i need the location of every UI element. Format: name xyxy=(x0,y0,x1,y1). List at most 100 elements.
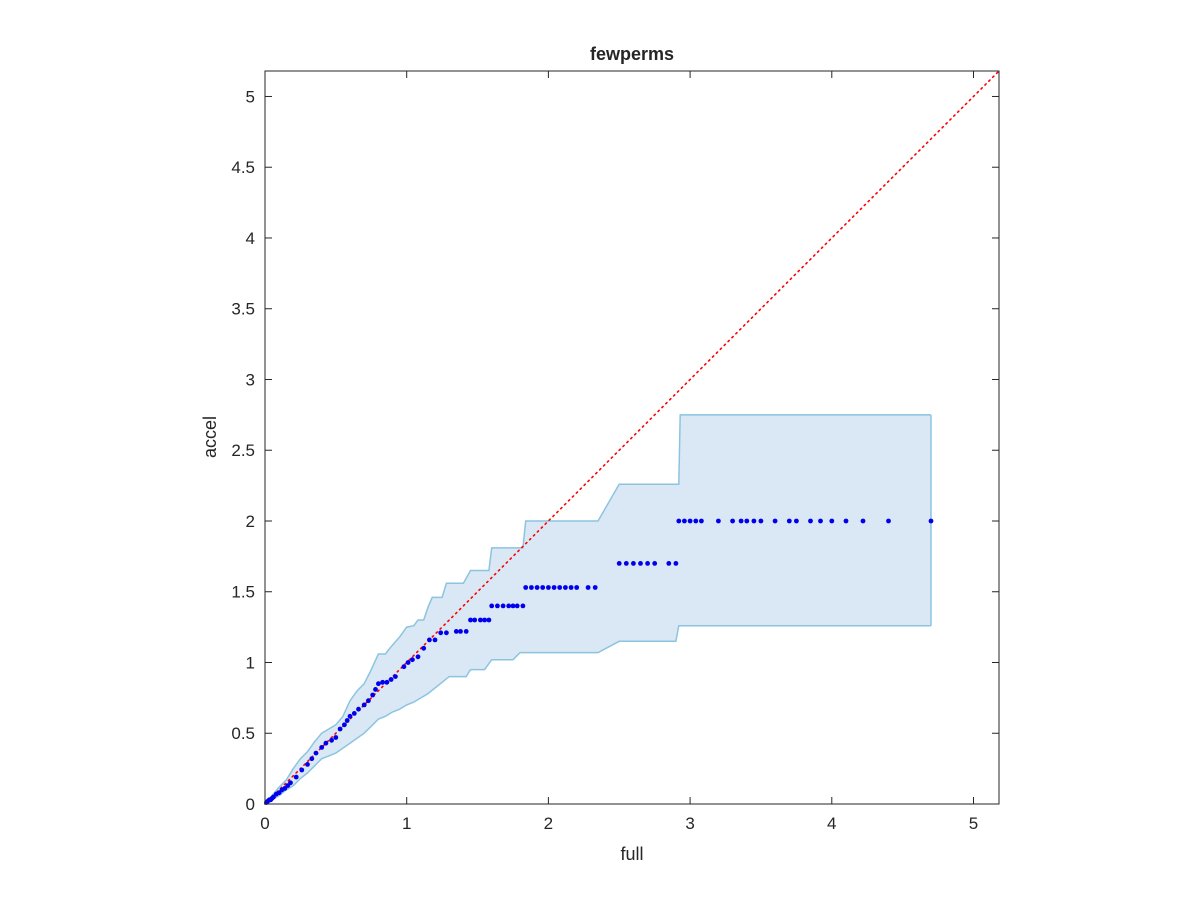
data-point xyxy=(808,518,813,524)
data-point xyxy=(478,617,483,623)
data-point xyxy=(489,603,495,609)
data-point xyxy=(616,561,622,566)
data-point xyxy=(631,561,636,566)
data-point xyxy=(313,750,319,756)
band-lower-edge xyxy=(264,624,931,805)
data-point xyxy=(393,674,398,679)
y-tick-label: 5 xyxy=(246,87,255,106)
data-point xyxy=(510,603,516,609)
data-point xyxy=(514,603,520,609)
data-point xyxy=(860,518,866,524)
data-point xyxy=(337,726,343,732)
data-point xyxy=(347,713,353,719)
x-tick-label: 0 xyxy=(260,814,269,833)
reference-line xyxy=(264,70,1000,805)
data-point xyxy=(344,718,350,723)
data-point xyxy=(520,603,526,609)
data-point xyxy=(693,518,699,524)
data-point xyxy=(540,585,546,590)
data-point xyxy=(843,518,849,524)
data-point xyxy=(676,518,682,524)
data-point xyxy=(687,518,693,524)
data-points xyxy=(264,518,934,805)
data-point xyxy=(356,706,361,712)
data-point xyxy=(432,637,438,643)
band-upper-edge xyxy=(264,414,931,805)
x-tick-label: 1 xyxy=(402,814,411,833)
data-point xyxy=(551,585,557,590)
data-point xyxy=(682,518,687,524)
data-point xyxy=(829,518,835,524)
data-point xyxy=(557,585,563,590)
y-tick-label: 0 xyxy=(246,795,255,814)
data-point xyxy=(342,722,347,728)
data-point xyxy=(319,745,325,750)
x-tick-label: 2 xyxy=(544,814,553,833)
chart-title: fewperms xyxy=(590,44,674,64)
data-point xyxy=(818,518,823,524)
data-point xyxy=(351,711,357,716)
data-point xyxy=(453,629,459,634)
data-point xyxy=(928,518,934,524)
y-axis-label: accel xyxy=(200,416,220,458)
data-point xyxy=(529,585,534,590)
y-tick-label: 4.5 xyxy=(231,158,255,177)
data-point xyxy=(468,617,473,623)
data-point xyxy=(546,585,551,590)
data-point xyxy=(463,629,469,634)
data-point xyxy=(623,561,629,566)
data-point xyxy=(574,585,580,590)
data-point xyxy=(738,518,744,524)
band-fill xyxy=(265,414,931,804)
data-point xyxy=(751,518,757,524)
y-tick-label: 2 xyxy=(246,512,255,531)
data-point xyxy=(673,561,679,566)
x-tick-label: 5 xyxy=(969,814,978,833)
identity-line xyxy=(264,70,1000,805)
data-point xyxy=(373,687,378,692)
data-point xyxy=(744,518,750,524)
data-point xyxy=(288,780,293,786)
y-tick-label: 1 xyxy=(246,653,255,672)
data-point xyxy=(886,518,891,524)
data-point xyxy=(758,518,764,524)
data-point xyxy=(500,603,506,609)
data-point xyxy=(401,664,407,670)
y-tick-label: 2.5 xyxy=(231,441,255,460)
data-point xyxy=(638,561,643,566)
data-point xyxy=(388,677,394,682)
data-point xyxy=(329,737,334,743)
data-point xyxy=(666,561,672,566)
y-tick-label: 4 xyxy=(246,229,255,248)
data-point xyxy=(568,585,574,590)
data-point xyxy=(563,585,568,590)
y-tick-label: 0.5 xyxy=(231,724,255,743)
data-point xyxy=(585,585,591,590)
data-point xyxy=(380,679,385,685)
y-tick-label: 3 xyxy=(246,370,255,389)
data-point xyxy=(495,603,500,609)
data-point xyxy=(370,692,376,698)
data-point xyxy=(716,518,721,524)
data-point xyxy=(772,518,778,524)
data-point xyxy=(366,698,371,704)
data-point xyxy=(333,735,339,740)
data-point xyxy=(523,585,529,590)
data-point xyxy=(786,518,792,524)
data-point xyxy=(421,645,427,651)
data-point xyxy=(458,629,463,634)
x-axis-label: full xyxy=(620,844,643,864)
data-point xyxy=(361,702,367,708)
data-point xyxy=(699,518,704,524)
data-point xyxy=(486,617,492,623)
data-point xyxy=(506,603,512,609)
data-point xyxy=(415,654,421,660)
data-point xyxy=(534,585,540,590)
data-point xyxy=(376,681,381,687)
data-point xyxy=(482,617,487,623)
data-point xyxy=(472,617,478,623)
data-point xyxy=(405,660,411,665)
x-tick-label: 4 xyxy=(827,814,836,833)
data-point xyxy=(592,585,598,590)
